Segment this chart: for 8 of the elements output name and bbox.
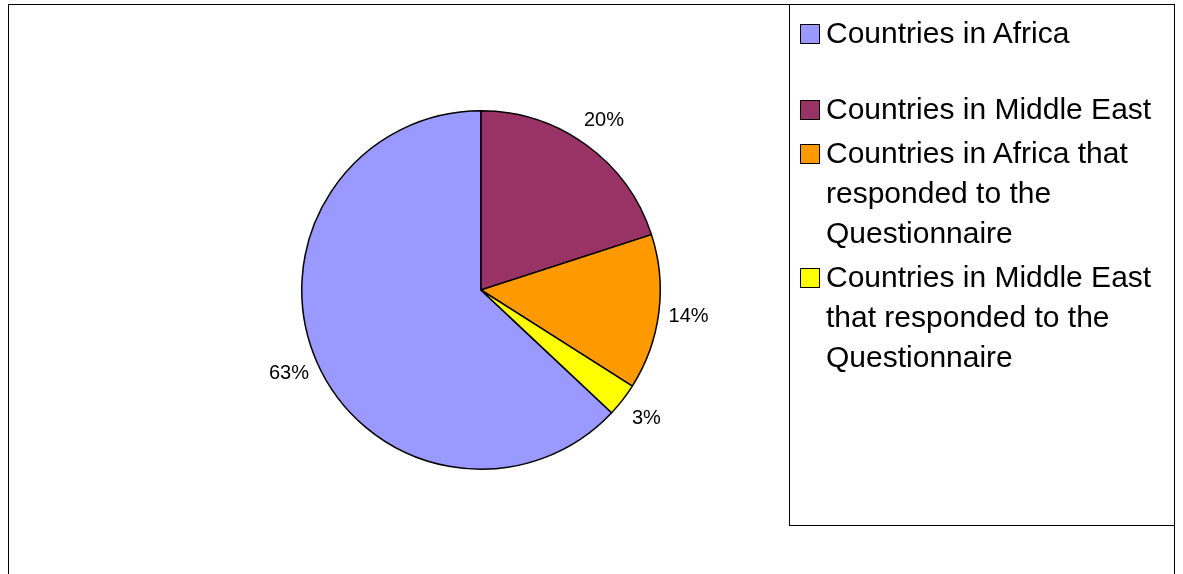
data-label: 3%: [631, 405, 662, 428]
legend-label: Countries in Middle East that responded to the Questionnaire: [826, 259, 1153, 375]
data-label: 14%: [668, 303, 709, 326]
legend-label: Countries in Africa: [826, 15, 1070, 51]
data-label: 20%: [583, 108, 625, 131]
legend-label: Countries in Middle East: [826, 91, 1152, 127]
data-label: 63%: [268, 360, 310, 383]
legend-label: Countries in Africa that responded to the Questionnaire: [826, 135, 1129, 251]
